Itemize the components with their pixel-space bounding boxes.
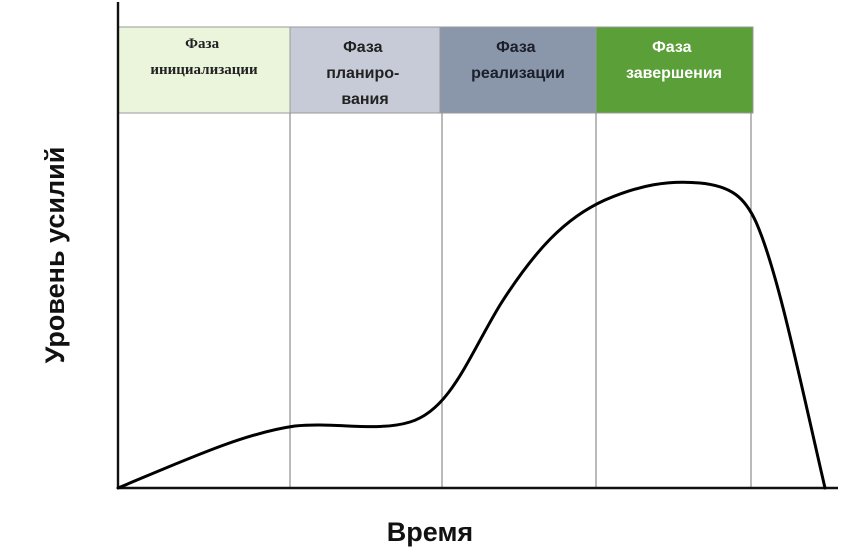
y-axis-label: Уровень усилий bbox=[40, 147, 70, 364]
x-axis-label: Время bbox=[387, 517, 473, 547]
phase-box-completion bbox=[595, 26, 754, 114]
phase-label-planning-line-1: Фаза bbox=[343, 39, 382, 56]
phase-label-implementation: Фаза реализации bbox=[471, 39, 565, 82]
phase-label-implementation-line-1: Фаза bbox=[496, 39, 535, 56]
phase-label-planning-line-2: планиро- bbox=[326, 65, 399, 82]
effort-curve bbox=[116, 180, 827, 490]
axes bbox=[116, 2, 838, 490]
phase-label-initialization-line-1: Фаза bbox=[185, 36, 219, 52]
phase-dividers bbox=[289, 113, 752, 488]
phase-label-implementation-line-2: реализации bbox=[471, 65, 565, 82]
phase-label-initialization-line-2: инициализации bbox=[150, 62, 258, 78]
phase-label-planning-line-3: вания bbox=[341, 91, 388, 108]
phase-label-completion-line-1: Фаза bbox=[652, 39, 691, 56]
phase-label-completion-line-2: завершения bbox=[626, 65, 722, 82]
phase-box-planning bbox=[289, 26, 441, 114]
phase-box-initialization bbox=[117, 26, 291, 114]
phase-box-implementation bbox=[439, 26, 597, 114]
phase-label-initialization: Фаза инициализации bbox=[150, 36, 258, 78]
phase-label-completion: Фаза завершения bbox=[626, 39, 722, 82]
phase-headers bbox=[117, 26, 754, 114]
phase-label-planning: Фаза планиро- вания bbox=[326, 39, 404, 108]
phase-labels: Фаза инициализации Фаза планиро- вания Ф… bbox=[150, 36, 722, 108]
